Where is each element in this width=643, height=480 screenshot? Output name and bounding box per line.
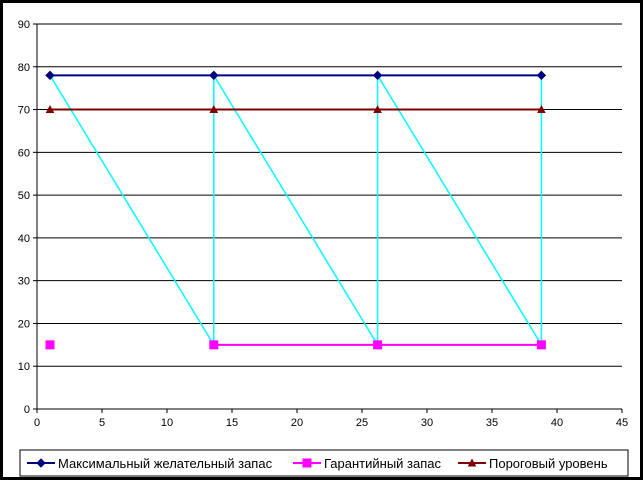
series-2-point-2	[373, 105, 382, 114]
series-0-markers	[45, 70, 547, 81]
y-tick-label-60: 60	[18, 147, 30, 159]
x-tick-label-25: 25	[356, 417, 368, 429]
y-tick-label-0: 0	[24, 404, 30, 416]
y-tick-label-80: 80	[18, 62, 30, 74]
x-tick-label-45: 45	[616, 417, 628, 429]
legend-label-0: Максимальный желательный запас	[58, 456, 273, 471]
legend-marker-0	[36, 458, 46, 468]
series-0-point-0	[45, 70, 55, 81]
y-tick-label-30: 30	[18, 276, 30, 288]
legend-label-2: Пороговый уровень	[489, 456, 608, 471]
series-3-segment-0	[49, 74, 215, 346]
y-tick-label-20: 20	[18, 318, 30, 330]
stock-level-chart: 0 10 20 30 40 50 60 70 80 90 0 5 10 15 20 25 30 35 40 45 Мак…	[18, 19, 629, 477]
legend-label-1: Гарантийный запас	[324, 456, 442, 471]
x-tick-label-20: 20	[291, 417, 303, 429]
x-tick-label-10: 10	[161, 417, 173, 429]
x-tick-label-40: 40	[551, 417, 563, 429]
y-tick-label-40: 40	[18, 233, 30, 245]
y-tick-label-10: 10	[18, 361, 30, 373]
series-0-point-2	[372, 70, 383, 81]
series-0-point-3	[536, 70, 547, 81]
y-tick-label-50: 50	[18, 190, 30, 202]
series-3	[49, 74, 543, 346]
series-2-markers	[45, 105, 546, 114]
series-2-point-3	[537, 105, 546, 114]
y-tick-label-70: 70	[18, 105, 30, 117]
legend-box	[19, 449, 629, 477]
y-tick-label-90: 90	[18, 19, 30, 31]
x-tick-label-0: 0	[34, 417, 40, 429]
series-1-point-0	[45, 340, 55, 350]
x-tick-label-5: 5	[99, 417, 105, 429]
legend-marker-2	[467, 458, 477, 467]
series-3-segment-2	[213, 74, 379, 346]
series-0-point-1	[209, 70, 219, 81]
x-tick-label-35: 35	[486, 417, 498, 429]
series-2-point-0	[45, 105, 55, 114]
legend: Максимальный желательный запас Гарантийны…	[19, 449, 629, 477]
x-tick-label-15: 15	[226, 417, 238, 429]
x-tick-label-30: 30	[421, 417, 433, 429]
series-1-point-3	[536, 340, 546, 350]
legend-marker-1	[302, 458, 312, 468]
series-3-segment-4	[376, 74, 543, 346]
series-1-point-1	[209, 340, 219, 350]
series-1-markers	[45, 340, 546, 350]
series-1-point-2	[373, 340, 383, 350]
plot-area	[37, 24, 622, 409]
series-2-point-1	[209, 105, 219, 114]
